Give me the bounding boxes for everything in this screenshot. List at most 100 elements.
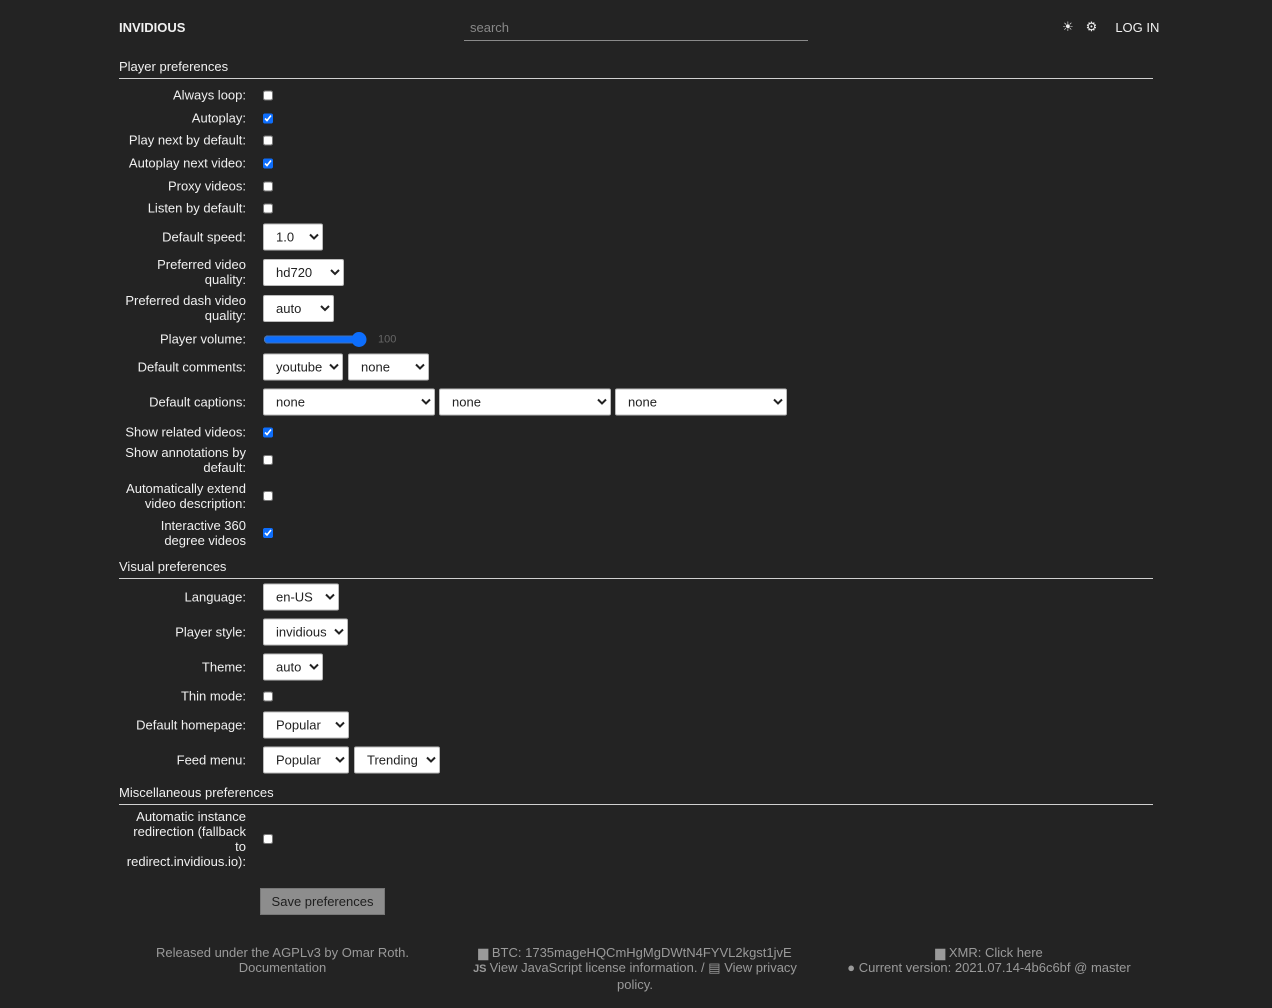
pref-speed: Default speed: 1.0 — [119, 223, 323, 251]
language-select[interactable]: en-US — [263, 583, 339, 611]
label: Automatic instance redirection (fallback… — [126, 809, 246, 869]
autoplay-checkbox[interactable] — [263, 113, 273, 123]
volume-slider[interactable] — [263, 335, 367, 343]
label: Feed menu: — [176, 752, 246, 768]
brand-logo[interactable]: INVIDIOUS — [119, 20, 186, 35]
label: Theme: — [201, 659, 246, 675]
pref-listen: Listen by default: — [119, 201, 273, 216]
pref-related: Show related videos: — [119, 425, 273, 440]
wallet-icon: ▆ — [478, 945, 492, 960]
captions-select-3[interactable]: none — [615, 388, 787, 416]
captions-select-2[interactable]: none — [439, 388, 611, 416]
pref-feed-menu: Feed menu: Popular Trending — [119, 746, 440, 774]
footer-license: Released under the AGPLv3 by Omar Roth. … — [140, 945, 425, 975]
section-misc-title: Miscellaneous preferences — [119, 785, 1153, 805]
pref-autoplay-next: Autoplay next video: — [119, 156, 273, 171]
license-text: Released under the AGPLv3 by Omar Roth. — [156, 945, 409, 960]
label: Autoplay: — [191, 110, 246, 126]
footer-donate: ▆ BTC: 1735mageHQCmHgMgDWtN4FYVL2kgst1jv… — [470, 945, 800, 992]
redirect-checkbox[interactable] — [263, 834, 273, 844]
wallet-icon: ▆ — [935, 945, 949, 960]
pref-thin: Thin mode: — [119, 689, 273, 704]
label: Language: — [184, 589, 246, 605]
label: Default captions: — [149, 394, 246, 410]
xmr-link[interactable]: XMR: Click here — [948, 945, 1043, 960]
always-loop-checkbox[interactable] — [263, 90, 273, 100]
pref-quality: Preferred video quality: hd720 — [119, 257, 344, 287]
pref-dash-quality: Preferred dash video quality: auto — [119, 293, 334, 323]
label: Player volume: — [160, 331, 246, 347]
js-license-link[interactable]: View JavaScript license information. — [489, 960, 698, 975]
version-link[interactable]: Current version: 2021.07.14-4b6c6bf @ ma… — [858, 960, 1131, 975]
document-icon: ▤ — [708, 960, 725, 975]
comments-secondary-select[interactable]: none — [348, 353, 429, 381]
pref-autoplay: Autoplay: — [119, 111, 273, 126]
pref-play-next: Play next by default: — [119, 133, 273, 148]
label: Autoplay next video: — [128, 155, 246, 171]
pref-theme: Theme: auto — [119, 653, 323, 681]
pref-annotations: Show annotations by default: — [119, 445, 273, 475]
volume-value: 100 — [378, 333, 397, 345]
extend-desc-checkbox[interactable] — [263, 491, 273, 501]
theme-select[interactable]: auto — [263, 653, 323, 681]
label: Interactive 360 degree videos — [160, 518, 246, 548]
player-style-select[interactable]: invidious — [263, 618, 348, 646]
login-link[interactable]: LOG IN — [1115, 19, 1160, 35]
label: Show related videos: — [125, 424, 246, 440]
save-preferences-button[interactable]: Save preferences — [260, 888, 385, 915]
play-next-checkbox[interactable] — [263, 135, 273, 145]
comments-primary-select[interactable]: youtube — [263, 353, 343, 381]
pref-homepage: Default homepage: Popular — [119, 711, 349, 739]
vr-checkbox[interactable] — [263, 528, 273, 538]
label: Preferred dash video quality: — [125, 293, 246, 323]
proxy-checkbox[interactable] — [263, 181, 273, 191]
captions-select-1[interactable]: none — [263, 388, 435, 416]
js-icon: JS — [473, 963, 490, 975]
search-input[interactable] — [464, 14, 808, 41]
top-actions: ☀ ⚙ LOG IN — [1062, 19, 1159, 35]
pref-proxy: Proxy videos: — [119, 179, 273, 194]
listen-checkbox[interactable] — [263, 203, 273, 213]
gear-icon[interactable]: ⚙ — [1085, 19, 1098, 34]
related-checkbox[interactable] — [263, 427, 273, 437]
label: Player style: — [175, 624, 246, 640]
label: Show annotations by default: — [125, 445, 246, 475]
label: Preferred video quality: — [157, 257, 246, 287]
sun-icon[interactable]: ☀ — [1062, 19, 1074, 34]
quality-select[interactable]: hd720 — [263, 258, 344, 286]
pref-volume: Player volume: 100 — [119, 332, 396, 347]
pref-language: Language: en-US — [119, 583, 339, 611]
label: Play next by default: — [128, 132, 246, 148]
pref-extend-desc: Automatically extend video description: — [119, 481, 273, 511]
label: Always loop: — [173, 87, 246, 103]
thin-mode-checkbox[interactable] — [263, 691, 273, 701]
label: Thin mode: — [180, 688, 246, 704]
pref-redirect: Automatic instance redirection (fallback… — [119, 809, 273, 869]
documentation-link[interactable]: Documentation — [238, 960, 327, 975]
label: Default comments: — [137, 359, 246, 375]
homepage-select[interactable]: Popular — [263, 711, 349, 739]
btc-link[interactable]: BTC: 1735mageHQCmHgMgDWtN4FYVL2kgst1jvE — [491, 945, 792, 960]
feed-menu-select-1[interactable]: Popular — [263, 746, 349, 774]
github-icon: ● — [847, 960, 856, 975]
label: Automatically extend video description: — [126, 481, 246, 511]
speed-select[interactable]: 1.0 — [263, 223, 323, 251]
footer-version: ▆ XMR: Click here ● Current version: 202… — [830, 945, 1148, 975]
section-player-title: Player preferences — [119, 59, 1153, 79]
label: Default homepage: — [136, 717, 246, 733]
section-visual-title: Visual preferences — [119, 559, 1153, 579]
label: Default speed: — [162, 229, 246, 245]
autoplay-next-checkbox[interactable] — [263, 158, 273, 168]
dash-quality-select[interactable]: auto — [263, 294, 334, 322]
label: Proxy videos: — [167, 178, 246, 194]
pref-player-style: Player style: invidious — [119, 618, 348, 646]
privacy-link[interactable]: View privacy policy. — [617, 960, 797, 992]
label: Listen by default: — [147, 200, 246, 216]
pref-360: Interactive 360 degree videos — [119, 518, 273, 548]
annotations-checkbox[interactable] — [263, 455, 273, 465]
separator: / — [697, 960, 709, 975]
pref-comments: Default comments: youtube none — [119, 353, 429, 381]
feed-menu-select-2[interactable]: Trending — [354, 746, 440, 774]
pref-always-loop: Always loop: — [119, 88, 273, 103]
pref-captions: Default captions: none none none — [119, 388, 787, 416]
